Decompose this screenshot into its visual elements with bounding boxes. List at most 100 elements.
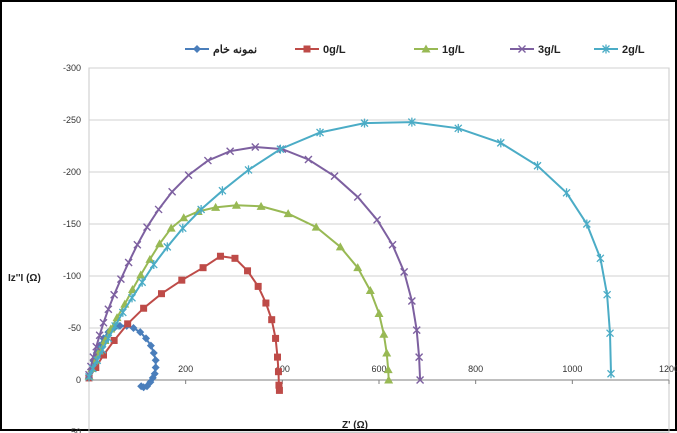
legend-label: 2g/L — [622, 44, 645, 56]
y-tick-label: -50 — [68, 323, 81, 333]
legend-marker — [303, 45, 311, 53]
data-point — [104, 333, 113, 343]
data-point — [99, 318, 108, 327]
data-point — [146, 341, 155, 350]
data-point — [365, 286, 375, 295]
data-point — [92, 342, 101, 351]
data-point — [136, 328, 145, 337]
data-point — [137, 382, 146, 391]
data-point — [373, 215, 382, 224]
data-point — [149, 348, 158, 357]
data-point — [244, 165, 253, 175]
data-point — [304, 155, 313, 164]
data-point — [163, 242, 172, 252]
data-point — [251, 143, 260, 152]
legend-label: 3g/L — [538, 44, 561, 56]
data-point — [92, 364, 100, 372]
data-point — [606, 328, 614, 338]
legend-label: 0g/L — [323, 44, 346, 56]
legend-item-4: 2g/L — [594, 44, 645, 56]
data-point — [184, 171, 193, 180]
series-4 — [85, 117, 615, 382]
y-tick-label: -100 — [63, 271, 81, 281]
data-point — [231, 200, 241, 209]
data-point — [603, 290, 612, 300]
series-line — [88, 145, 422, 381]
data-point — [415, 353, 424, 362]
data-point — [388, 240, 397, 249]
data-point — [496, 138, 505, 148]
data-point — [158, 290, 165, 298]
series-2 — [84, 200, 394, 384]
data-point — [142, 334, 151, 343]
data-point — [116, 275, 125, 284]
data-point — [374, 308, 384, 317]
data-point — [129, 324, 138, 332]
data-point — [582, 219, 591, 229]
legend-item-2: 1g/L — [414, 44, 465, 56]
y-tick-label: 0 — [76, 375, 81, 385]
y-tick-label: 50 — [71, 427, 81, 433]
data-point — [166, 223, 176, 232]
data-point — [98, 345, 107, 355]
data-point — [143, 223, 151, 232]
data-point — [276, 144, 285, 154]
data-point — [382, 348, 392, 357]
data-point — [244, 267, 252, 275]
data-point — [330, 172, 339, 181]
data-point — [218, 186, 227, 196]
data-point — [100, 351, 107, 359]
data-point — [149, 260, 158, 270]
data-point — [596, 253, 605, 263]
legend-label: 1g/L — [442, 44, 465, 56]
data-point — [400, 267, 409, 276]
legend-marker — [421, 44, 431, 53]
data-point — [151, 363, 160, 372]
data-point — [231, 254, 239, 262]
data-point — [274, 368, 282, 376]
data-point — [335, 242, 345, 251]
legend: نمونه خام 0g/L 1g/L 3g/L 2g/L — [185, 44, 645, 56]
legend-marker — [518, 45, 526, 53]
data-point — [118, 307, 127, 317]
data-point — [562, 188, 571, 198]
data-point — [407, 296, 416, 305]
legend-item-1: 0g/L — [295, 44, 346, 56]
y-tick-label: -150 — [63, 219, 81, 229]
data-point — [93, 355, 102, 365]
data-point — [311, 222, 321, 231]
data-point — [353, 192, 362, 201]
data-point — [140, 304, 148, 312]
data-point — [110, 336, 118, 344]
data-point — [274, 353, 281, 361]
data-point — [533, 161, 542, 171]
data-point — [275, 386, 283, 394]
data-point — [155, 239, 165, 248]
data-point — [275, 381, 283, 389]
x-tick-label: 200 — [178, 364, 193, 374]
data-point — [262, 299, 270, 307]
x-tick-label: 800 — [468, 364, 483, 374]
data-point — [178, 223, 187, 233]
data-point — [133, 240, 142, 249]
x-tick-label: 1000 — [562, 364, 582, 374]
data-point — [360, 118, 369, 128]
data-point — [179, 213, 189, 222]
axis-layer: 50 0 -50 -100 -150 -200 -250 -300 200 400 600 800 10… — [63, 63, 677, 433]
data-point — [383, 365, 393, 374]
data-point — [203, 156, 212, 165]
data-point — [138, 277, 147, 287]
y-tick-label: -250 — [63, 115, 81, 125]
data-point — [454, 123, 463, 133]
data-point — [136, 270, 146, 279]
data-point — [124, 258, 133, 267]
x-axis-label: Z' (Ω) — [342, 420, 368, 431]
data-point — [85, 372, 93, 382]
x-tick-label: 400 — [275, 364, 290, 374]
legend-marker — [193, 45, 201, 53]
data-point — [412, 326, 421, 335]
data-point — [416, 376, 425, 384]
data-point — [124, 320, 132, 328]
data-point — [154, 205, 163, 214]
